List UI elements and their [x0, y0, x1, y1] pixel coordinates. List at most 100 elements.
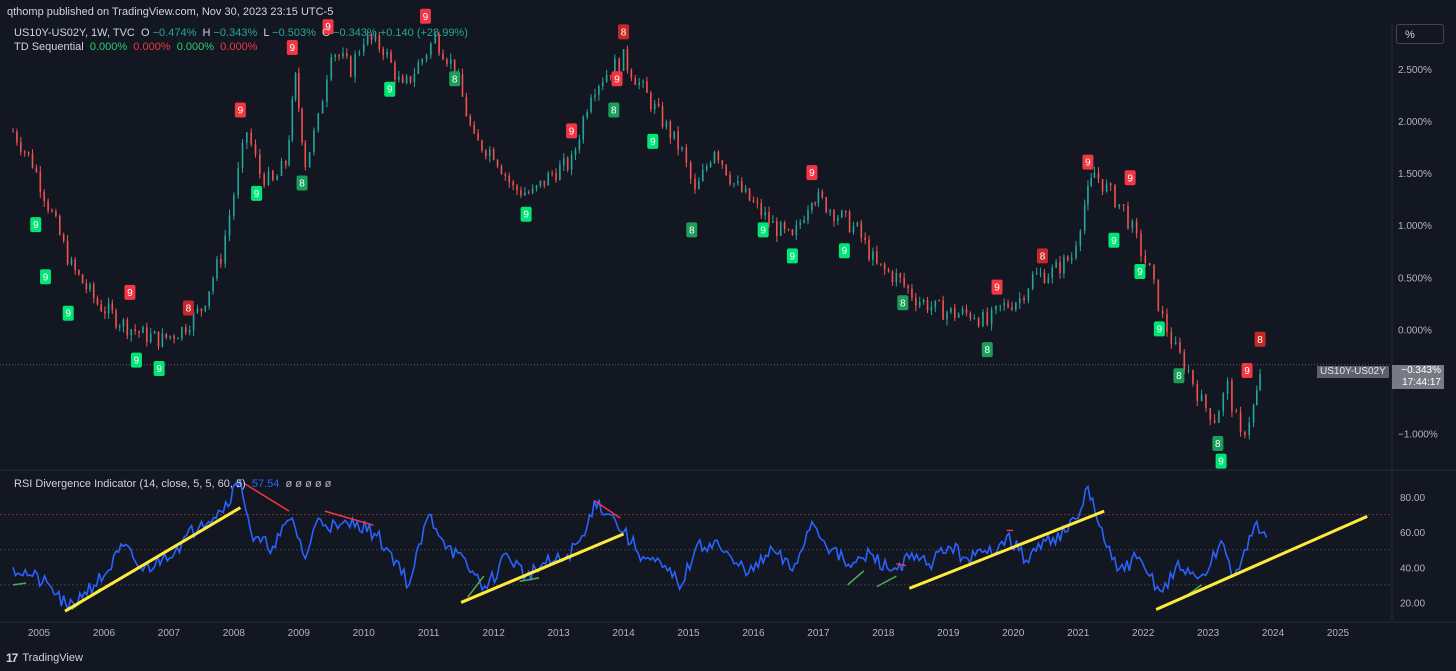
td-marker [1124, 170, 1136, 186]
candle-body [157, 331, 160, 347]
td-marker [1173, 368, 1185, 384]
candle-body [1183, 352, 1186, 371]
candle-body [864, 237, 866, 241]
candle-body [405, 76, 408, 83]
candle-body [317, 113, 320, 131]
candle-body [764, 212, 766, 216]
rsi-tick-label: 20.00 [1400, 598, 1425, 609]
candle-body [313, 130, 315, 152]
candle-body [107, 303, 110, 314]
candle-body [12, 131, 14, 133]
td-marker [384, 81, 396, 97]
candle-body [1075, 245, 1077, 258]
td-marker-label: 8 [621, 27, 627, 38]
time-tick-label: 2025 [1327, 628, 1350, 639]
td-marker [806, 165, 818, 181]
candle-body [705, 166, 708, 170]
time-tick-label: 2013 [547, 628, 570, 639]
td-marker [251, 185, 263, 201]
td-marker-label: 9 [127, 288, 133, 299]
candle-body [868, 240, 870, 260]
symbol-name[interactable]: US10Y-US02Y, 1W, TVC [14, 27, 135, 39]
candle-body [1157, 279, 1160, 311]
candle-body [879, 263, 882, 265]
candle-body [1039, 272, 1042, 274]
candle-body [304, 142, 307, 168]
candle-body [1031, 274, 1034, 289]
publish-info: qthomp published on TradingView.com, Nov… [7, 6, 334, 18]
candle-body [799, 222, 802, 225]
candle-body [1192, 370, 1194, 384]
candle-body [1114, 185, 1116, 208]
bearish-divergence-line [243, 482, 290, 512]
candle-body [961, 308, 964, 314]
candle-body [224, 235, 226, 264]
candle-body [473, 124, 475, 134]
td-marker-label: 9 [1085, 158, 1091, 169]
candle-body [130, 329, 133, 336]
candle-body [791, 229, 794, 236]
rsi-line [12, 479, 1268, 612]
candle-body [263, 174, 265, 185]
candle-body [1248, 422, 1251, 436]
candle-body [626, 49, 629, 70]
candle-body [1209, 408, 1212, 421]
td-marker-label: 9 [842, 246, 848, 257]
td-marker-label: 9 [33, 220, 39, 231]
candle-body [622, 49, 625, 71]
candle-body [96, 298, 99, 305]
candle-body [953, 307, 956, 318]
candle-body [1174, 342, 1177, 345]
candle-body [246, 132, 248, 144]
candle-body [512, 182, 514, 186]
candle-body [81, 274, 84, 284]
candle-body [995, 305, 997, 310]
candle-body [1011, 307, 1013, 310]
td-marker-label: 9 [1111, 236, 1117, 247]
td-marker [296, 175, 308, 191]
rsi-tick-label: 80.00 [1400, 493, 1425, 504]
candle-body [938, 300, 941, 302]
td-marker [786, 248, 798, 264]
candle-body [1213, 420, 1216, 423]
td-marker [182, 300, 194, 316]
candle-body [294, 73, 297, 100]
footer-brand[interactable]: 17 TradingView [6, 651, 83, 665]
rsi-name[interactable]: RSI Divergence Indicator (14, close, 5, … [14, 478, 246, 490]
candle-body [259, 154, 261, 175]
bullish-divergence-line [467, 575, 485, 598]
candle-body [1122, 204, 1125, 206]
rsi-extra: ø ø ø ø ø [285, 478, 332, 490]
td-marker-label: 9 [790, 251, 796, 262]
candle-body [20, 142, 22, 152]
candle-body [895, 273, 898, 282]
candle-body [378, 35, 381, 50]
candle-body [844, 210, 847, 213]
candle-body [212, 278, 214, 292]
candle-body [555, 173, 557, 181]
symbol-price-tag: US10Y-US02Y [1317, 366, 1389, 378]
candle-body [237, 167, 239, 196]
low-value: −0.503% [272, 27, 316, 39]
candle-body [650, 92, 652, 110]
candle-body [965, 308, 968, 313]
candle-body [370, 34, 373, 41]
candle-body [425, 55, 428, 60]
td-marker [520, 206, 532, 222]
percent-scale-button[interactable]: % [1396, 24, 1444, 44]
td-marker [1082, 154, 1094, 170]
candle-body [586, 111, 588, 118]
td-marker-label: 9 [1218, 457, 1224, 468]
candle-body [969, 312, 972, 319]
candle-body [362, 44, 365, 53]
candle-body [733, 183, 735, 185]
candle-body [740, 181, 743, 192]
candle-body [673, 131, 676, 139]
candle-body [272, 170, 274, 181]
candle-body [488, 149, 491, 157]
td-name[interactable]: TD Sequential [14, 41, 84, 53]
candle-body [1218, 411, 1220, 423]
candle-body [776, 221, 778, 236]
td-marker-label: 9 [43, 272, 49, 283]
